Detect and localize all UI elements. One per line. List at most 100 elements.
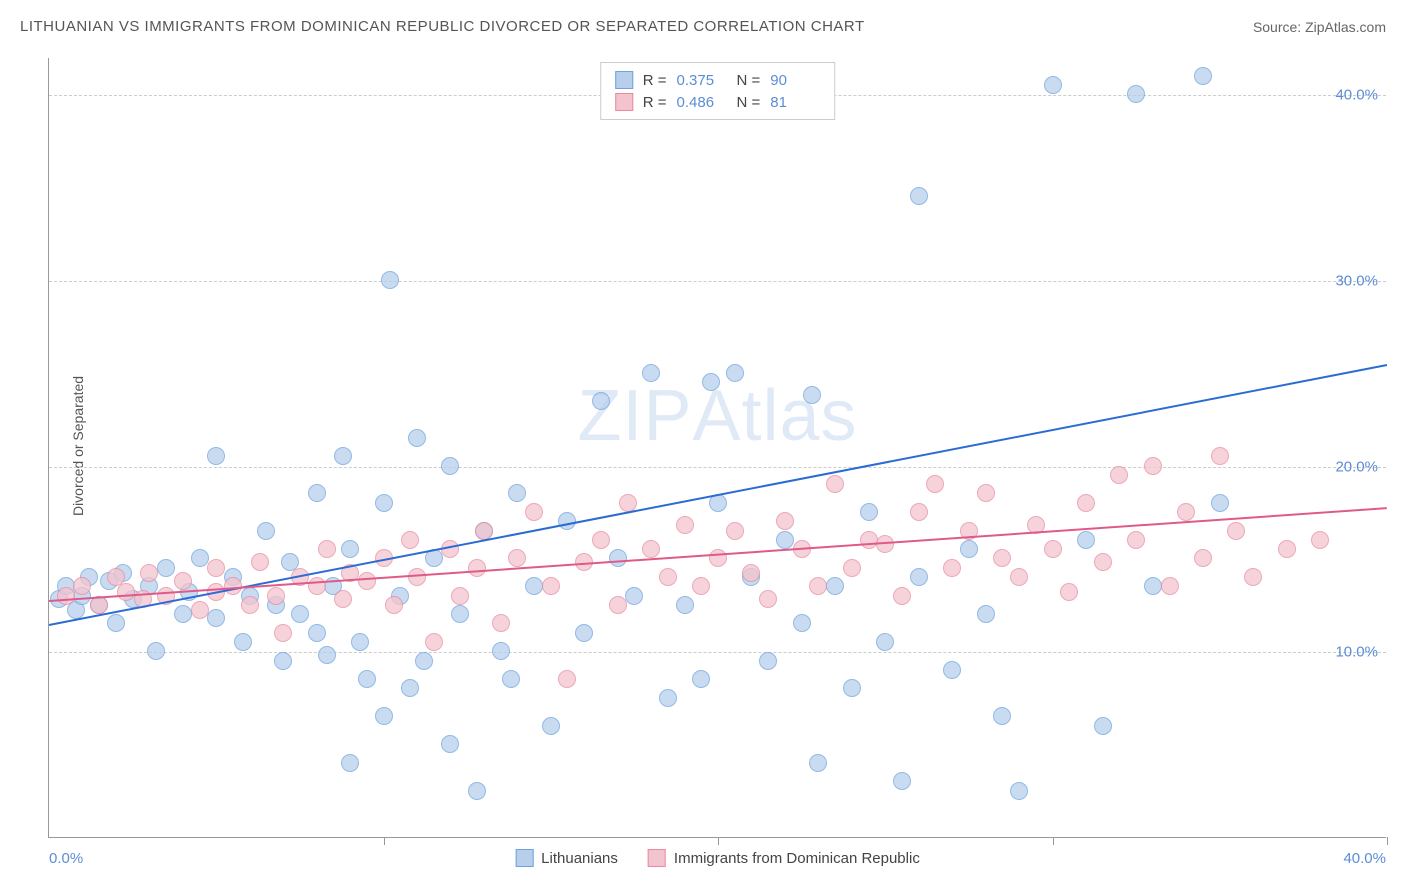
scatter-point-dominican xyxy=(1177,503,1195,521)
scatter-point-lithuanians xyxy=(157,559,175,577)
scatter-point-dominican xyxy=(609,596,627,614)
scatter-point-dominican xyxy=(1060,583,1078,601)
scatter-point-dominican xyxy=(910,503,928,521)
scatter-point-dominican xyxy=(1278,540,1296,558)
scatter-point-lithuanians xyxy=(147,642,165,660)
scatter-point-lithuanians xyxy=(351,633,369,651)
x-tick-max: 40.0% xyxy=(1343,850,1386,867)
scatter-point-dominican xyxy=(451,587,469,605)
scatter-point-dominican xyxy=(117,583,135,601)
legend-item-dominican: Immigrants from Dominican Republic xyxy=(648,849,920,867)
scatter-point-lithuanians xyxy=(943,661,961,679)
scatter-point-dominican xyxy=(809,577,827,595)
scatter-point-lithuanians xyxy=(341,754,359,772)
scatter-point-lithuanians xyxy=(759,652,777,670)
scatter-point-dominican xyxy=(726,522,744,540)
scatter-point-dominican xyxy=(334,590,352,608)
legend-item-lithuanians: Lithuanians xyxy=(515,849,618,867)
scatter-point-lithuanians xyxy=(341,540,359,558)
scatter-point-dominican xyxy=(542,577,560,595)
scatter-point-lithuanians xyxy=(318,646,336,664)
scatter-point-lithuanians xyxy=(642,364,660,382)
scatter-point-lithuanians xyxy=(977,605,995,623)
scatter-point-lithuanians xyxy=(1044,76,1062,94)
legend-swatch xyxy=(515,849,533,867)
scatter-point-dominican xyxy=(1127,531,1145,549)
scatter-point-dominican xyxy=(926,475,944,493)
scatter-point-lithuanians xyxy=(702,373,720,391)
scatter-point-lithuanians xyxy=(592,392,610,410)
scatter-point-lithuanians xyxy=(191,549,209,567)
scatter-point-lithuanians xyxy=(1094,717,1112,735)
scatter-point-dominican xyxy=(1311,531,1329,549)
scatter-point-dominican xyxy=(73,577,91,595)
scatter-point-lithuanians xyxy=(826,577,844,595)
scatter-point-dominican xyxy=(843,559,861,577)
scatter-point-lithuanians xyxy=(726,364,744,382)
scatter-point-dominican xyxy=(993,549,1011,567)
scatter-point-lithuanians xyxy=(993,707,1011,725)
scatter-point-lithuanians xyxy=(468,782,486,800)
scatter-point-dominican xyxy=(642,540,660,558)
x-tick xyxy=(1387,837,1388,845)
scatter-point-dominican xyxy=(592,531,610,549)
scatter-point-lithuanians xyxy=(358,670,376,688)
series-legend: Lithuanians Immigrants from Dominican Rep… xyxy=(515,849,920,867)
scatter-point-lithuanians xyxy=(207,609,225,627)
legend-swatch xyxy=(615,71,633,89)
scatter-point-dominican xyxy=(241,596,259,614)
scatter-point-lithuanians xyxy=(1144,577,1162,595)
scatter-point-dominican xyxy=(1194,549,1212,567)
scatter-point-dominican xyxy=(191,601,209,619)
scatter-point-lithuanians xyxy=(692,670,710,688)
y-tick-label: 40.0% xyxy=(1335,87,1378,104)
scatter-point-dominican xyxy=(475,522,493,540)
scatter-point-dominican xyxy=(318,540,336,558)
scatter-point-lithuanians xyxy=(174,605,192,623)
scatter-point-dominican xyxy=(1227,522,1245,540)
scatter-point-lithuanians xyxy=(334,447,352,465)
legend-row-dominican: R =0.486N =81 xyxy=(615,91,821,113)
scatter-point-lithuanians xyxy=(575,624,593,642)
scatter-point-lithuanians xyxy=(291,605,309,623)
scatter-point-lithuanians xyxy=(625,587,643,605)
scatter-point-dominican xyxy=(619,494,637,512)
scatter-point-lithuanians xyxy=(776,531,794,549)
scatter-point-lithuanians xyxy=(375,707,393,725)
scatter-point-lithuanians xyxy=(793,614,811,632)
scatter-point-lithuanians xyxy=(893,772,911,790)
scatter-point-dominican xyxy=(1161,577,1179,595)
correlation-legend: R =0.375N =90R =0.486N =81 xyxy=(600,62,836,120)
scatter-point-dominican xyxy=(140,564,158,582)
scatter-point-dominican xyxy=(408,568,426,586)
scatter-point-lithuanians xyxy=(1077,531,1095,549)
scatter-point-dominican xyxy=(207,559,225,577)
scatter-point-lithuanians xyxy=(1194,67,1212,85)
scatter-point-lithuanians xyxy=(257,522,275,540)
scatter-point-dominican xyxy=(659,568,677,586)
scatter-point-lithuanians xyxy=(960,540,978,558)
scatter-point-dominican xyxy=(558,670,576,688)
chart-area: ZIPAtlas R =0.375N =90R =0.486N =81 0.0%… xyxy=(48,58,1386,838)
scatter-point-lithuanians xyxy=(843,679,861,697)
scatter-point-lithuanians xyxy=(492,642,510,660)
scatter-point-lithuanians xyxy=(860,503,878,521)
scatter-point-dominican xyxy=(174,572,192,590)
scatter-point-dominican xyxy=(267,587,285,605)
scatter-point-dominican xyxy=(1211,447,1229,465)
gridline xyxy=(49,652,1386,653)
chart-title: LITHUANIAN VS IMMIGRANTS FROM DOMINICAN … xyxy=(20,18,865,35)
scatter-point-dominican xyxy=(401,531,419,549)
scatter-point-dominican xyxy=(1044,540,1062,558)
legend-label: Lithuanians xyxy=(541,850,618,867)
scatter-point-lithuanians xyxy=(525,577,543,595)
scatter-point-lithuanians xyxy=(441,457,459,475)
scatter-point-lithuanians xyxy=(803,386,821,404)
scatter-point-dominican xyxy=(1244,568,1262,586)
scatter-point-lithuanians xyxy=(1127,85,1145,103)
legend-row-lithuanians: R =0.375N =90 xyxy=(615,69,821,91)
scatter-point-lithuanians xyxy=(1010,782,1028,800)
scatter-point-dominican xyxy=(676,516,694,534)
scatter-point-lithuanians xyxy=(308,484,326,502)
scatter-point-lithuanians xyxy=(415,652,433,670)
